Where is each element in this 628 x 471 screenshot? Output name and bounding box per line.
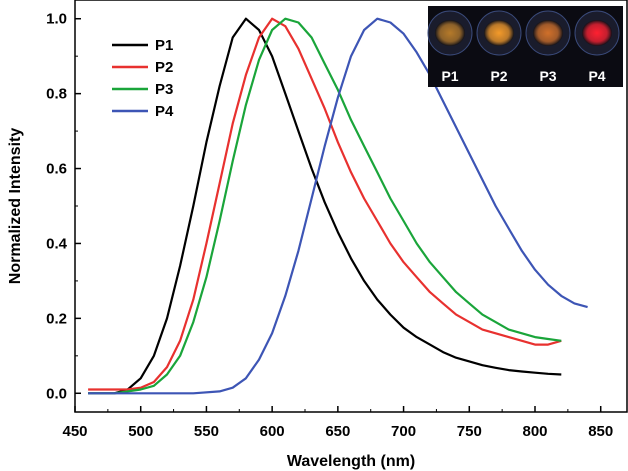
sample-glow bbox=[582, 20, 612, 46]
inset-photo: P1 P2 P3 P4 bbox=[427, 6, 623, 87]
series-line-p3 bbox=[88, 17, 562, 395]
inset-label: P3 bbox=[539, 68, 556, 84]
legend-label: P1 bbox=[155, 37, 173, 54]
y-axis-title: Normalized Intensity bbox=[7, 128, 24, 285]
axis-ticks: 450 500 550 600 650 700 750 800 850 0.0 0.2 0.4 0.6 0… bbox=[46, 11, 613, 440]
inset-label: P1 bbox=[441, 68, 458, 84]
legend-label: P2 bbox=[155, 59, 173, 76]
sample-glow bbox=[484, 20, 514, 46]
y-tick-label: 0.6 bbox=[46, 161, 67, 178]
legend-label: P3 bbox=[155, 81, 173, 98]
y-tick-label: 0.0 bbox=[46, 385, 67, 402]
sample-glow bbox=[533, 20, 563, 46]
x-tick-label: 850 bbox=[588, 423, 613, 440]
x-axis-title: Wavelength (nm) bbox=[287, 453, 415, 470]
x-tick-label: 450 bbox=[62, 423, 87, 440]
y-tick-label: 0.4 bbox=[46, 235, 68, 252]
y-tick-label: 0.8 bbox=[46, 86, 67, 103]
sample-glow bbox=[435, 20, 465, 46]
x-tick-label: 550 bbox=[194, 423, 219, 440]
legend-label: P4 bbox=[155, 103, 174, 120]
series-line-p4 bbox=[88, 17, 588, 395]
y-tick-label: 1.0 bbox=[46, 11, 67, 28]
x-tick-label: 600 bbox=[260, 423, 285, 440]
y-tick-label: 0.2 bbox=[46, 310, 67, 327]
x-tick-label: 500 bbox=[128, 423, 153, 440]
inset-label: P4 bbox=[588, 68, 605, 84]
legend: P1 P2 P3 P4 bbox=[112, 37, 174, 120]
x-tick-label: 800 bbox=[522, 423, 547, 440]
inset-label: P2 bbox=[490, 68, 507, 84]
series-line-p1 bbox=[88, 17, 562, 395]
x-tick-label: 650 bbox=[325, 423, 350, 440]
series-line-p2 bbox=[88, 17, 562, 391]
x-tick-label: 750 bbox=[457, 423, 482, 440]
series-lines bbox=[88, 17, 588, 395]
x-tick-label: 700 bbox=[391, 423, 416, 440]
